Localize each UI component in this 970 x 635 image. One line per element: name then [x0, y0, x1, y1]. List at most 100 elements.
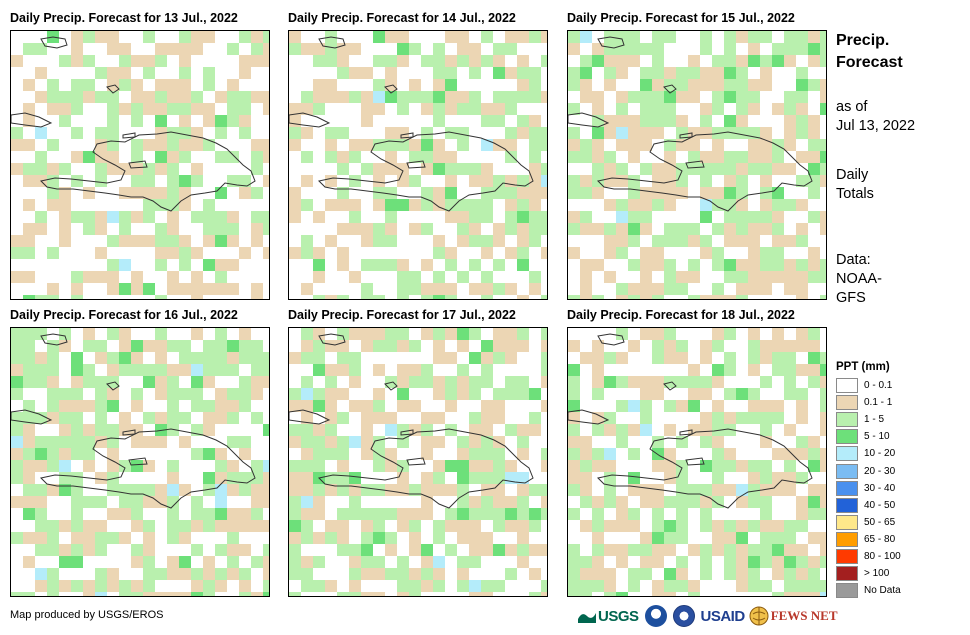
legend-item: 80 - 100	[836, 548, 901, 565]
puerto-rico-coastline	[318, 333, 346, 346]
legend-swatch	[836, 531, 858, 547]
legend-label: No Data	[864, 585, 901, 597]
puerto-rico-coastline	[597, 333, 625, 346]
legend-item: 20 - 30	[836, 463, 895, 480]
legend-item: 50 - 65	[836, 514, 895, 531]
puerto-rico-coastline	[318, 36, 346, 49]
cuba-coastline	[289, 112, 331, 128]
legend-item: 10 - 20	[836, 445, 895, 462]
panel-title-4: Daily Precip. Forecast for 16 Jul., 2022	[10, 308, 238, 322]
island-coastline	[663, 84, 677, 94]
legend-label: 1 - 5	[864, 414, 885, 426]
legend-label: 20 - 30	[864, 465, 896, 477]
legend-swatch	[836, 446, 858, 462]
legend-label: 40 - 50	[864, 499, 896, 511]
gonave-coastline	[685, 160, 705, 169]
cuba-coastline	[11, 409, 53, 425]
forecast-map-2	[288, 30, 548, 300]
legend-swatch	[836, 514, 858, 530]
tortuga-coastline	[400, 429, 414, 436]
tortuga-coastline	[122, 429, 136, 436]
tortuga-coastline	[679, 429, 693, 436]
gonave-coastline	[685, 457, 705, 466]
forecast-map-3	[567, 30, 827, 300]
island-coastline	[663, 381, 677, 391]
totals-line2: Totals	[836, 186, 874, 202]
legend-label: 50 - 65	[864, 516, 896, 528]
data-source-line2: NOAA-	[836, 271, 882, 287]
precip-grid	[568, 31, 826, 299]
island-coastline	[384, 84, 398, 94]
island-coastline	[106, 381, 120, 391]
legend-swatch	[836, 378, 858, 393]
legend-label: 30 - 40	[864, 482, 896, 494]
legend-item: 40 - 50	[836, 497, 895, 514]
gonave-coastline	[128, 457, 148, 466]
hispaniola-coastline	[39, 131, 256, 212]
usgs-logo-text: USGS	[598, 607, 639, 625]
precip-grid	[11, 31, 269, 299]
forecast-map-6	[567, 327, 827, 597]
legend-label: > 100	[864, 568, 890, 580]
legend-swatch	[836, 566, 858, 582]
partner-logos: USGS USAID FEWS NET	[578, 604, 838, 628]
legend-item: 5 - 10	[836, 428, 890, 445]
legend-swatch	[836, 480, 858, 496]
fews-net-logo: FEWS NET	[749, 606, 838, 626]
sidebar-title-line1: Precip.	[836, 32, 890, 49]
legend-item: 30 - 40	[836, 480, 895, 497]
fews-globe-icon	[749, 606, 769, 626]
legend-swatch	[836, 583, 858, 599]
fews-net-text: FEWS NET	[770, 608, 838, 623]
legend-swatch	[836, 429, 858, 445]
gonave-coastline	[406, 160, 426, 169]
tortuga-coastline	[122, 132, 136, 139]
legend-item: 0 - 0.1	[836, 377, 892, 394]
legend-item: 0.1 - 1	[836, 394, 892, 411]
gonave-coastline	[128, 160, 148, 169]
cuba-coastline	[568, 112, 610, 128]
usgs-wave-icon	[578, 613, 596, 623]
as-of-date: as of Jul 13, 2022	[836, 98, 915, 136]
hispaniola-coastline	[317, 428, 534, 509]
panel-title-6: Daily Precip. Forecast for 18 Jul., 2022	[567, 308, 795, 322]
legend-swatch	[836, 497, 858, 513]
hispaniola-coastline	[596, 428, 813, 509]
legend-label: 0.1 - 1	[864, 397, 893, 409]
legend-label: 0 - 0.1	[864, 380, 893, 391]
legend-item: No Data	[836, 582, 901, 599]
cuba-coastline	[11, 112, 53, 128]
legend-swatch	[836, 549, 858, 564]
legend-item: 1 - 5	[836, 411, 884, 428]
precip-grid	[568, 328, 826, 596]
totals-line1: Daily	[836, 167, 869, 183]
puerto-rico-coastline	[40, 36, 68, 49]
puerto-rico-coastline	[40, 333, 68, 346]
tortuga-coastline	[400, 132, 414, 139]
island-coastline	[384, 381, 398, 391]
hispaniola-coastline	[317, 131, 534, 212]
forecast-map-1	[10, 30, 270, 300]
sidebar-title: Precip. Forecast	[836, 30, 903, 74]
usgs-logo: USGS	[578, 608, 639, 625]
map-credit: Map produced by USGS/EROS	[10, 609, 164, 621]
hispaniola-coastline	[39, 428, 256, 509]
data-source-line1: Data:	[836, 252, 871, 268]
legend-swatch	[836, 395, 858, 411]
usaid-logo: USAID	[700, 607, 746, 625]
precip-grid	[289, 328, 547, 596]
legend-label: 10 - 20	[864, 448, 896, 460]
as-of-label: as of	[836, 99, 868, 115]
sidebar-title-line2: Forecast	[836, 54, 903, 71]
legend-swatch	[836, 463, 858, 479]
precip-grid	[11, 328, 269, 596]
gonave-coastline	[406, 457, 426, 466]
data-source-line3: GFS	[836, 290, 866, 306]
precip-grid	[289, 31, 547, 299]
legend-label: 80 - 100	[864, 551, 901, 562]
cuba-coastline	[289, 409, 331, 425]
legend-title: PPT (mm)	[836, 361, 890, 373]
totals-label: Daily Totals	[836, 166, 874, 204]
panel-title-5: Daily Precip. Forecast for 17 Jul., 2022	[288, 308, 516, 322]
panel-title-1: Daily Precip. Forecast for 13 Jul., 2022	[10, 11, 238, 25]
